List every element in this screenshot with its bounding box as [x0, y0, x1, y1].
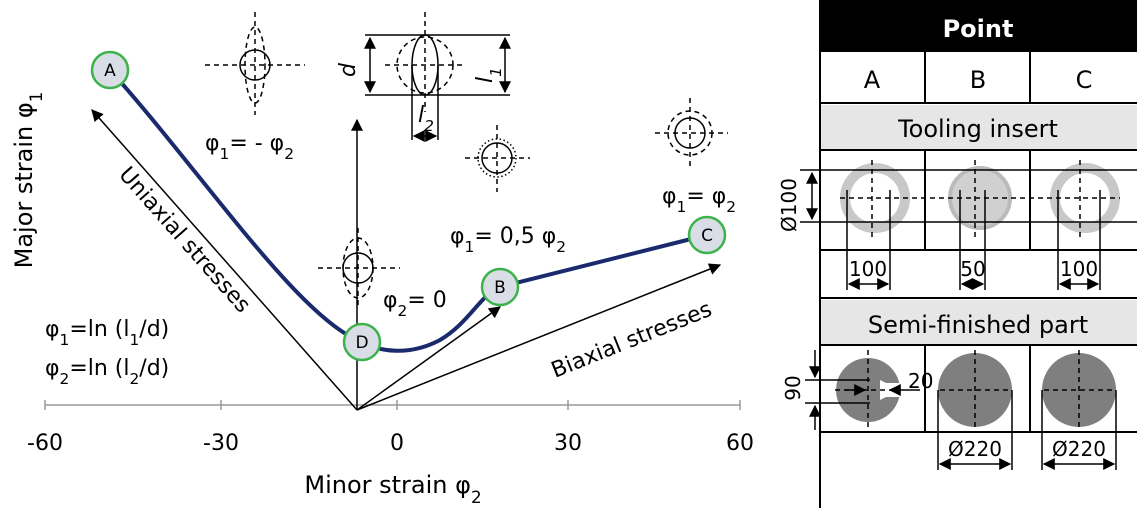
- text-segment: d: [336, 62, 361, 77]
- dimension: 90: [781, 375, 805, 400]
- text-segment: = 0: [407, 288, 446, 313]
- y-title: Major strain φ1: [10, 92, 46, 269]
- path-label: Biaxial stresses: [548, 297, 716, 384]
- diagram: -60 -30 0 30 60 Minor strain φ2 Major st…: [10, 12, 754, 507]
- dim-label: l1: [473, 67, 505, 83]
- tick-label: 30: [554, 431, 582, 456]
- subscript: 1: [465, 238, 475, 256]
- subscript: 2: [130, 370, 140, 388]
- text-segment: φ: [45, 356, 60, 381]
- text-segment: Major strain φ: [10, 102, 38, 268]
- subscript: 1: [677, 198, 687, 216]
- text-segment: φ: [205, 131, 220, 156]
- condition: φ1= - φ2: [205, 131, 294, 163]
- dim-label: d: [336, 62, 361, 77]
- tick-label: 60: [726, 431, 754, 456]
- subscript: 2: [284, 145, 294, 163]
- dimension: 100: [1060, 257, 1098, 281]
- subscript: 1: [130, 331, 140, 349]
- points: A B C D: [92, 52, 725, 360]
- dimension: Ø100: [777, 178, 801, 232]
- subscript: 1: [220, 145, 230, 163]
- point-label: A: [104, 61, 116, 81]
- text-segment: /d): [139, 356, 169, 381]
- section-title: Semi-finished part: [868, 311, 1088, 339]
- subscript: 1: [60, 331, 70, 349]
- dimension: 50: [960, 257, 985, 281]
- column-label: B: [970, 66, 986, 94]
- subscript: 2: [471, 487, 482, 507]
- condition: φ1= φ2: [662, 184, 736, 216]
- tick-label: -60: [27, 431, 63, 456]
- text-segment: = φ: [686, 184, 726, 209]
- text-segment: φ: [450, 224, 465, 249]
- point-label: B: [494, 278, 506, 298]
- formula: φ1=ln (l1/d): [45, 317, 169, 349]
- subscript: 2: [424, 117, 434, 135]
- subscript: 2: [398, 302, 408, 320]
- text-segment: Minor strain φ: [304, 471, 471, 499]
- section-title: Tooling insert: [897, 115, 1058, 143]
- tick-label: -30: [203, 431, 239, 456]
- text-segment: /d): [139, 317, 169, 342]
- dimension: 100: [849, 257, 887, 281]
- dimension: Ø220: [948, 437, 1002, 461]
- figure: -60 -30 0 30 60 Minor strain φ2 Major st…: [0, 0, 1137, 508]
- dim-label: l2: [418, 103, 434, 135]
- text-segment: =ln (l: [69, 317, 129, 342]
- dimension: 20: [908, 369, 933, 393]
- text-segment: φ: [45, 317, 60, 342]
- text-segment: φ: [383, 288, 398, 313]
- table: Point A B C Tooling insert Semi-finished…: [777, 0, 1137, 508]
- subscript: 1: [26, 92, 46, 103]
- column-label: A: [864, 66, 881, 94]
- path-label: Uniaxial stresses: [114, 162, 256, 317]
- subscript: 2: [60, 370, 70, 388]
- text-segment: φ: [662, 184, 677, 209]
- point-label: D: [355, 333, 368, 353]
- text-segment: = 0,5 φ: [474, 224, 556, 249]
- condition: φ1= 0,5 φ2: [450, 224, 566, 256]
- x-title: Minor strain φ2: [304, 471, 481, 507]
- x-tick-labels: -60 -30 0 30 60: [27, 431, 754, 456]
- text-segment: =ln (l: [69, 356, 129, 381]
- tick-label: 0: [390, 431, 404, 456]
- condition: φ2= 0: [383, 288, 447, 320]
- subscript: 2: [726, 198, 736, 216]
- formula: φ2=ln (l2/d): [45, 356, 169, 388]
- point-label: C: [701, 226, 713, 246]
- subscript: 1: [487, 67, 505, 77]
- column-label: C: [1076, 66, 1093, 94]
- table-header: Point: [943, 15, 1014, 43]
- text-segment: = - φ: [229, 131, 284, 156]
- subscript: 2: [556, 238, 566, 256]
- dimension: Ø220: [1052, 437, 1106, 461]
